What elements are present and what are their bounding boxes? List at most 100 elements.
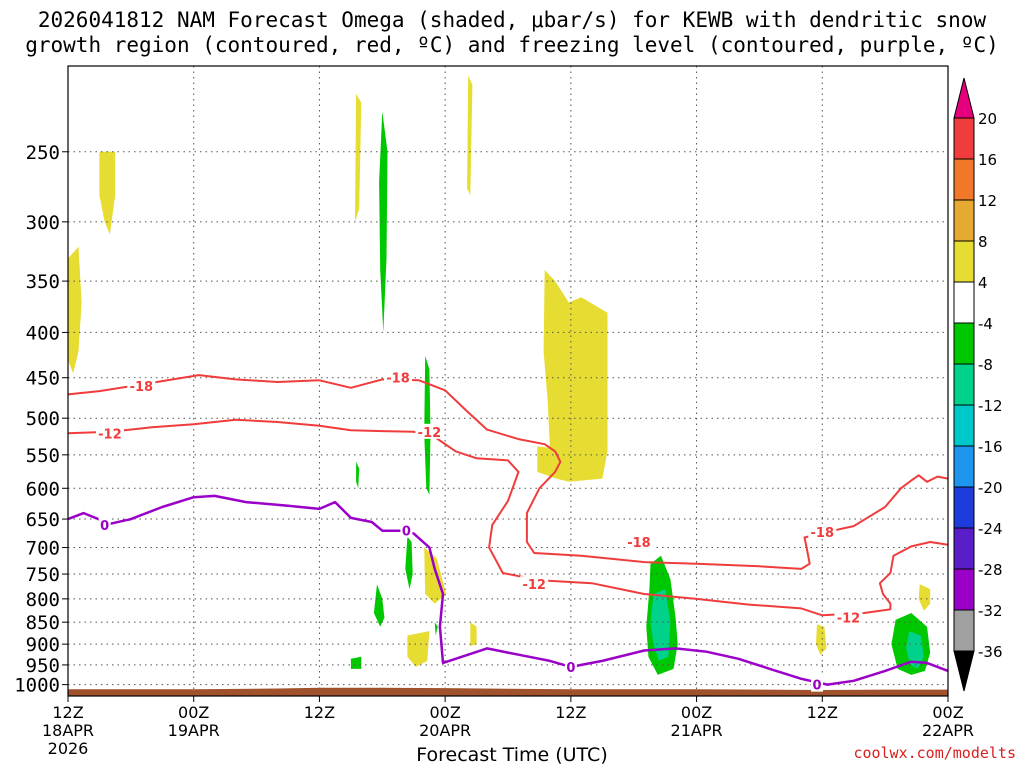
x-tick-date: 22APR [922,721,974,740]
omega-region-positive [355,93,362,222]
y-tick-label: 250 [26,142,60,164]
colorbar-top-triangle [953,77,975,119]
contour-label-bg [564,658,577,674]
contour-label-bg [415,423,444,439]
colorbar-box [953,568,975,611]
contour-label-bg [400,522,413,538]
colorbar-box [953,363,975,406]
x-tick-date: 18APR [42,721,94,740]
colorbar-box [953,281,975,324]
x-tick-label: 12Z [555,703,586,722]
omega-region-negative [350,656,362,669]
contour-label-bg [384,369,412,385]
gridlines [67,66,949,696]
y-tick-label: 500 [26,408,60,430]
contour-label-bg [808,523,837,539]
contour-label-bg [834,609,863,625]
colorbar-box [953,322,975,365]
colorbar-label: -8 [978,356,993,374]
ground-fill [68,687,948,696]
colorbar-label: -4 [978,315,993,333]
colorbar-bottom-triangle [953,650,975,692]
colorbar-label: -20 [978,479,1003,497]
contour-label: 0 [100,519,109,534]
colorbar-label: 16 [978,151,997,169]
y-tick-label: 400 [26,322,60,344]
contour-label-bg [624,534,653,550]
colorbar-label: -24 [978,520,1003,538]
y-tick-label: 850 [26,612,60,634]
colorbar-box [953,199,975,242]
y-tick-label: 700 [26,538,60,560]
y-tick-label: 650 [26,509,60,531]
omega-region-negative [405,536,413,590]
contour-label: 0 [402,525,411,540]
omega-region-negative [379,111,388,333]
contour-label: -18 [130,380,154,395]
omega-region-negative [906,631,924,669]
x-tick-year: 2026 [48,739,89,758]
colorbar-box [953,158,975,201]
colorbar-box [953,527,975,570]
contour-label-bg [98,516,111,532]
x-axis-title: Forecast Time (UTC) [416,744,608,766]
colorbar-label: -16 [978,438,1003,456]
x-tick-label: 12Z [52,703,83,722]
colorbar-label: -12 [978,397,1003,415]
y-tick-label: 450 [26,368,60,390]
contour-label: -18 [386,372,410,387]
chart-title-line2: growth region (contoured, red, ºC) and f… [25,33,999,57]
contour-layer: -18 -18 -18 -18 -12 -12 -12 -12 0 0 0 0 [67,369,949,694]
contour-label: -12 [837,612,861,627]
contour-line [67,494,949,686]
contour-label: -12 [98,427,122,442]
x-tick-label: 12Z [304,703,335,722]
chart-title-line1: 2026041812 NAM Forecast Omega (shaded, μ… [37,8,987,32]
omega-region-positive [407,631,430,667]
x-tick-label: 00Z [429,703,460,722]
x-tick-label: 00Z [932,703,963,722]
contour-line [67,418,949,617]
omega-region-negative [434,622,438,636]
omega-region-positive [68,246,82,374]
y-tick-label: 1000 [14,675,60,697]
y-tick-label: 800 [26,589,60,611]
colorbar-label: 20 [978,110,997,128]
contour-label: -18 [627,536,651,551]
y-tick-label: 350 [26,271,60,293]
contour-label-bg [811,676,824,692]
colorbar-box [953,240,975,283]
colorbar-box [953,404,975,447]
omega-region-positive [99,151,116,235]
omega-region-positive [918,584,931,611]
credit-link[interactable]: coolwx.com/modelts [853,744,1016,762]
contour-line [67,374,949,570]
y-tick-label: 600 [26,478,60,500]
contour-label: 0 [566,661,575,676]
contour-label-bg [95,425,124,441]
omega-region-positive [467,75,473,196]
colorbar-label: -28 [978,561,1003,579]
colorbar-legend: 20 16 12 8 4 -4 -8 -12 -16 -20 -24 -28 -32 -36 [953,77,1003,692]
omega-region-negative [356,461,360,489]
contour-label-bg [127,378,156,394]
y-tick-label: 300 [26,212,60,234]
contour-label: -12 [418,426,442,441]
ground-surface [68,687,948,696]
colorbar-box [953,445,975,488]
x-tick-date: 19APR [168,721,220,740]
omega-region-positive [470,622,477,647]
colorbar-label: 12 [978,192,997,210]
y-axis: 2503003504004505005506006507007508008509… [14,142,68,697]
contour-label: 0 [813,679,822,694]
colorbar-box [953,609,975,652]
contour-label-bg [520,576,549,592]
omega-shading-layer [68,75,931,675]
colorbar-label: 4 [978,274,988,292]
x-tick-date: 21APR [671,721,723,740]
omega-region-positive [816,624,827,655]
colorbar-label: 8 [978,233,988,251]
x-tick-label: 00Z [178,703,209,722]
x-tick-date: 20APR [419,721,471,740]
